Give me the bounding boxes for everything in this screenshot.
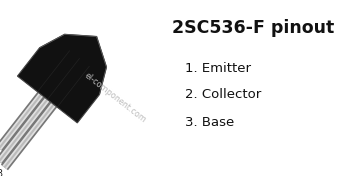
Text: 3: 3 (0, 169, 3, 176)
Text: 2. Collector: 2. Collector (185, 89, 261, 102)
Text: 1. Emitter: 1. Emitter (185, 61, 251, 74)
Text: 3. Base: 3. Base (185, 115, 234, 128)
Polygon shape (18, 34, 106, 123)
Text: el-component.com: el-component.com (82, 71, 148, 125)
Text: 2SC536-F pinout: 2SC536-F pinout (172, 19, 334, 37)
